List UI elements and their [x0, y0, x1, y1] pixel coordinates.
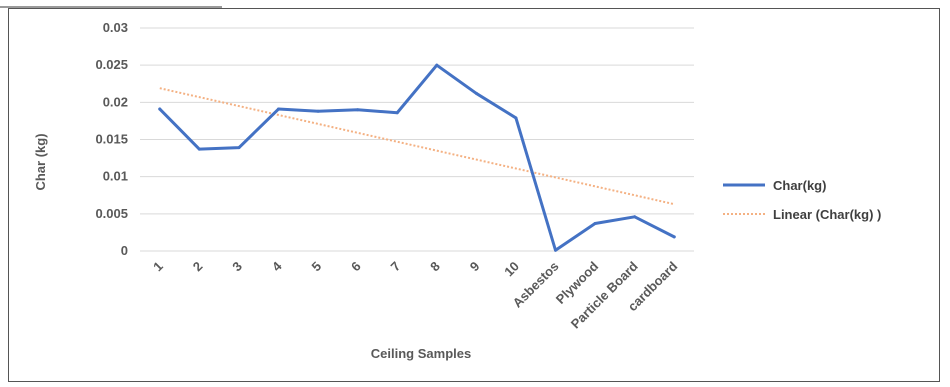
- trendline-layer: [159, 87, 675, 206]
- data-point: [356, 108, 360, 112]
- y-tick-label: 0.03: [103, 20, 128, 35]
- line-chart: 0 0.005 0.01 0.015 0.02 0.025 0.03 1 2 3 4 5 6 7 8 9 10…: [33, 20, 881, 361]
- y-tick-label: 0: [121, 243, 128, 258]
- data-point: [277, 107, 280, 111]
- x-tick-label: 9: [467, 259, 483, 275]
- x-tick-label: 6: [348, 259, 364, 275]
- y-axis-title: Char (kg): [33, 133, 48, 190]
- y-tick-label: 0.01: [103, 169, 128, 184]
- x-tick-label: 8: [427, 259, 443, 275]
- series-layer: [158, 63, 676, 252]
- legend: Char(kg) Linear (Char(kg) ): [723, 178, 881, 222]
- gridlines: [140, 27, 694, 252]
- legend-label-char: Char(kg): [773, 178, 826, 193]
- data-point: [672, 235, 676, 239]
- x-tick-label: 10: [501, 259, 522, 280]
- data-point: [197, 147, 201, 151]
- x-tick-label: 5: [308, 259, 324, 275]
- x-tick-label: 3: [229, 259, 245, 275]
- data-point: [158, 107, 162, 111]
- y-tick-label: 0.02: [103, 94, 128, 109]
- chart-frame: 0 0.005 0.01 0.015 0.02 0.025 0.03 1 2 3 4 5 6 7 8 9 10…: [8, 8, 940, 382]
- y-tick-label: 0.015: [95, 132, 128, 147]
- data-point: [474, 91, 478, 95]
- data-point: [514, 116, 518, 120]
- y-tick-label: 0.025: [95, 57, 128, 72]
- x-tick-label: 4: [269, 258, 285, 274]
- data-point: [554, 248, 557, 252]
- data-point: [435, 63, 439, 67]
- legend-label-trendline: Linear (Char(kg) ): [773, 207, 881, 222]
- series-line: [158, 63, 676, 252]
- data-point: [395, 111, 399, 115]
- data-point: [316, 109, 320, 113]
- trendline: [159, 87, 675, 206]
- x-tick-label: 7: [388, 259, 404, 275]
- x-axis-title: Ceiling Samples: [371, 346, 471, 361]
- x-tick-label: 2: [190, 259, 206, 275]
- top-rule: [0, 6, 222, 8]
- data-point: [237, 146, 241, 150]
- x-tick-label: 1: [150, 259, 166, 275]
- y-axis-ticks: 0 0.005 0.01 0.015 0.02 0.025 0.03: [95, 20, 128, 258]
- y-tick-label: 0.005: [95, 206, 128, 221]
- data-point: [633, 215, 637, 219]
- data-point: [593, 221, 597, 225]
